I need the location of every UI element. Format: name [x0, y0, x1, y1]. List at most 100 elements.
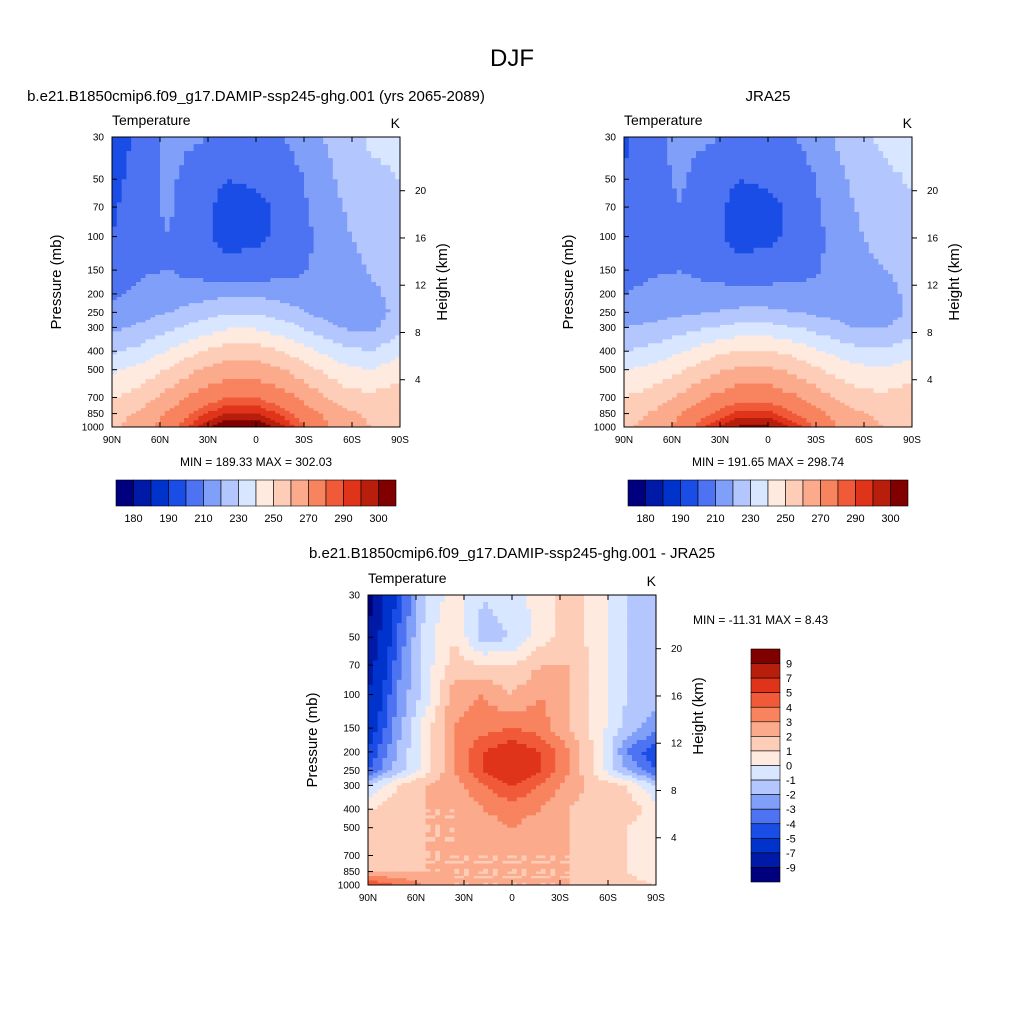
- contour-cell: [260, 300, 267, 304]
- contour-cell: [260, 357, 267, 362]
- contour-cell: [308, 258, 315, 266]
- contour-cell: [371, 172, 377, 180]
- contour-cell: [131, 306, 137, 310]
- contour-cell: [313, 216, 319, 223]
- contour-cell: [385, 422, 391, 426]
- contour-cell: [328, 408, 334, 412]
- contour-cell: [155, 193, 161, 199]
- contour-cell: [116, 383, 123, 389]
- contour-cell: [395, 303, 400, 307]
- contour-cell: [356, 424, 363, 427]
- contour-cell: [323, 415, 329, 419]
- contour-cell: [217, 324, 223, 329]
- contour-cell: [251, 172, 257, 180]
- contour-cell: [652, 165, 659, 173]
- contour-cell: [121, 221, 127, 228]
- contour-cell: [313, 357, 319, 362]
- contour-cell: [371, 242, 377, 249]
- contour-cell: [260, 270, 267, 275]
- contour-cell: [203, 410, 209, 415]
- contour-cell: [232, 165, 238, 173]
- contour-cell: [208, 282, 214, 287]
- contour-cell: [380, 383, 387, 389]
- contour-cell: [299, 179, 305, 185]
- contour-cell: [112, 339, 118, 344]
- contour-cell: [251, 144, 257, 152]
- contour-cell: [232, 408, 238, 412]
- contour-cell: [323, 289, 329, 295]
- contour-cell: [352, 236, 358, 243]
- contour-cell: [380, 422, 387, 426]
- contour-cell: [174, 369, 180, 375]
- contour-cell: [380, 309, 387, 313]
- contour-cell: [150, 422, 156, 426]
- contour-cell: [294, 415, 300, 419]
- contour-cell: [352, 137, 358, 145]
- contour-cell: [155, 158, 161, 166]
- contour-cell: [361, 413, 367, 417]
- contour-cell: [227, 354, 233, 358]
- contour-cell: [304, 383, 310, 389]
- contour-cell: [313, 378, 319, 385]
- contour-cell: [758, 165, 764, 173]
- contour-cell: [337, 285, 343, 291]
- contour-cell: [126, 415, 132, 419]
- contour-cell: [323, 314, 329, 318]
- contour-cell: [337, 327, 343, 332]
- contour-cell: [710, 165, 716, 173]
- contour-cell: [241, 343, 247, 348]
- contour-cell: [270, 388, 276, 394]
- contour-cell: [304, 221, 310, 228]
- contour-cell: [241, 405, 247, 409]
- contour-cell: [212, 422, 219, 426]
- contour-cell: [299, 188, 305, 194]
- contour-cell: [222, 231, 228, 238]
- contour-cell: [222, 339, 228, 344]
- contour-cell: [294, 211, 300, 218]
- contour-cell: [136, 289, 142, 295]
- contour-cell: [256, 357, 262, 362]
- contour-cell: [772, 202, 779, 208]
- contour-cell: [236, 378, 243, 385]
- contour-cell: [347, 422, 353, 426]
- panel-2-title: JRA25: [745, 88, 790, 105]
- contour-cell: [270, 282, 276, 287]
- contour-cell: [179, 231, 185, 238]
- contour-cell: [275, 151, 281, 159]
- contour-cell: [260, 408, 267, 412]
- contour-cell: [164, 312, 171, 316]
- contour-cell: [188, 258, 195, 266]
- contour-cell: [212, 335, 219, 340]
- contour-cell: [347, 410, 353, 415]
- contour-cell: [356, 282, 363, 287]
- contour-cell: [284, 312, 291, 316]
- contour-cell: [236, 293, 243, 298]
- contour-cell: [380, 137, 387, 145]
- contour-cell: [313, 397, 319, 401]
- contour-cell: [294, 354, 300, 358]
- contour-cell: [299, 351, 305, 355]
- contour-cell: [380, 202, 387, 208]
- contour-cell: [299, 366, 305, 371]
- contour-cell: [236, 402, 243, 407]
- contour-cell: [145, 285, 151, 291]
- contour-cell: [897, 151, 903, 159]
- contour-cell: [265, 369, 271, 375]
- contour-cell: [270, 319, 276, 323]
- contour-cell: [868, 137, 875, 145]
- contour-cell: [352, 264, 358, 271]
- contour-cell: [251, 317, 257, 321]
- contour-cell: [323, 312, 329, 316]
- contour-cell: [696, 165, 702, 173]
- contour-cell: [193, 402, 199, 407]
- contour-cell: [705, 144, 711, 152]
- contour-cell: [284, 226, 291, 233]
- contour-cell: [352, 179, 358, 185]
- contour-cell: [342, 289, 348, 295]
- contour-cell: [121, 137, 127, 145]
- contour-cell: [270, 303, 276, 307]
- contour-cell: [212, 137, 219, 145]
- contour-cell: [337, 197, 343, 204]
- contour-cell: [744, 197, 750, 204]
- contour-cell: [313, 211, 319, 218]
